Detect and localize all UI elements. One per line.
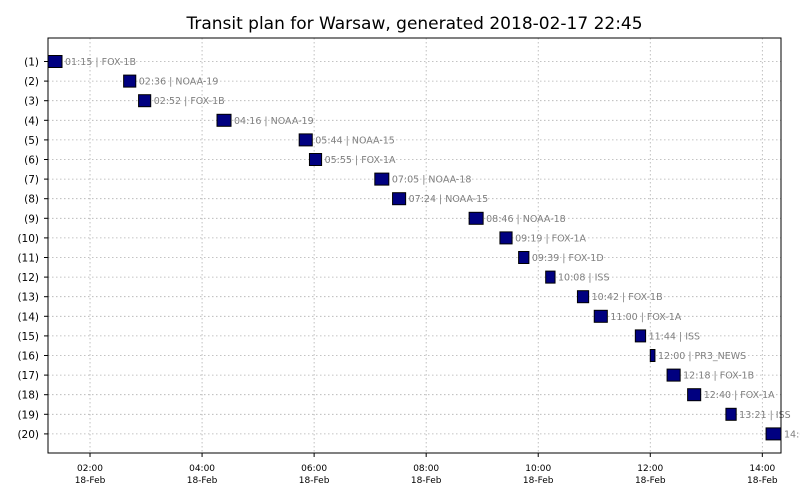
transit-label: 14:04 | NOAA-19	[784, 429, 800, 440]
transit-label: 12:18 | FOX-1B	[683, 371, 754, 382]
transit-label: 05:44 | NOAA-15	[315, 135, 395, 146]
y-tick-label: (14)	[17, 311, 39, 323]
x-tick-label: 06:00	[301, 464, 327, 474]
y-tick-label: (10)	[17, 233, 39, 245]
transit-bar	[298, 133, 313, 147]
transit-label: 08:46 | NOAA-18	[486, 214, 566, 225]
x-tick-label: 12:00	[637, 464, 663, 474]
transit-label: 10:42 | FOX-1B	[592, 292, 663, 303]
transit-label: 04:16 | NOAA-19	[234, 116, 314, 127]
y-tick-label: (7)	[24, 174, 39, 186]
transit-bar	[392, 192, 407, 206]
y-tick-label: (20)	[17, 429, 39, 441]
y-tick-label: (5)	[24, 135, 39, 147]
transit-bar	[649, 349, 656, 362]
y-tick-label: (17)	[17, 370, 39, 382]
transit-bar	[47, 55, 63, 68]
transit-bar	[468, 211, 484, 225]
transit-label: 11:44 | ISS	[649, 331, 700, 342]
transit-label: 07:24 | NOAA-15	[409, 194, 489, 205]
transit-bar	[499, 231, 513, 245]
y-axis: (1) (2) (3) (4) (5) (6) (7) (8) (9) (10) (11) (12) (…	[17, 57, 48, 441]
transit-bar	[374, 172, 390, 186]
y-tick-label: (18)	[17, 390, 39, 402]
grid	[48, 38, 781, 453]
x-tick-sublabel: 18-Feb	[411, 476, 442, 486]
transit-bar	[687, 388, 702, 402]
x-tick-sublabel: 18-Feb	[635, 476, 666, 486]
x-axis: 02:00 18-Feb 04:00 18-Feb 06:00 18-Feb 08:00 18…	[75, 453, 778, 486]
y-tick-label: (8)	[24, 194, 39, 206]
transit-label: 10:08 | ISS	[558, 273, 609, 284]
transit-bar	[634, 329, 647, 343]
transit-label: 02:36 | NOAA-19	[139, 77, 219, 88]
x-tick-label: 10:00	[525, 464, 551, 474]
y-tick-label: (2)	[24, 76, 39, 88]
x-tick-label: 04:00	[189, 464, 215, 474]
y-tick-label: (12)	[17, 272, 39, 284]
transit-label: 11:00 | FOX-1A	[610, 312, 681, 323]
y-tick-label: (16)	[17, 351, 39, 363]
y-tick-label: (3)	[24, 96, 39, 108]
transit-bar	[666, 368, 681, 382]
transit-label: 12:00 | PR3_NEWS	[658, 351, 746, 362]
transit-bar	[123, 74, 137, 88]
transit-label: 12:40 | FOX-1A	[704, 390, 775, 401]
transit-label: 09:39 | FOX-1D	[532, 253, 604, 264]
y-tick-label: (19)	[17, 409, 39, 421]
transit-bar	[216, 113, 232, 127]
transit-bar	[138, 94, 152, 108]
y-tick-label: (1)	[24, 57, 39, 69]
x-tick-sublabel: 18-Feb	[299, 476, 330, 486]
transit-bar	[725, 407, 737, 421]
transit-label: 01:15 | FOX-1B	[65, 57, 136, 68]
transit-label: 05:55 | FOX-1A	[325, 155, 396, 166]
transit-label: 13:21 | ISS	[739, 410, 790, 421]
x-tick-label: 02:00	[77, 464, 103, 474]
x-tick-sublabel: 18-Feb	[187, 476, 218, 486]
y-tick-label: (11)	[17, 253, 39, 265]
x-tick-label: 14:00	[749, 464, 775, 474]
transit-bar	[593, 309, 608, 323]
y-tick-label: (9)	[24, 213, 39, 225]
x-tick-sublabel: 18-Feb	[523, 476, 554, 486]
transit-label: 09:19 | FOX-1A	[515, 233, 586, 244]
transit-bar	[765, 427, 782, 441]
y-tick-label: (13)	[17, 292, 39, 304]
x-tick-sublabel: 18-Feb	[747, 476, 778, 486]
transit-label: 02:52 | FOX-1B	[154, 96, 225, 107]
plot-frame	[47, 37, 782, 454]
y-tick-label: (6)	[24, 155, 39, 167]
x-tick-sublabel: 18-Feb	[75, 476, 106, 486]
transit-bar	[308, 153, 323, 166]
transit-bar	[545, 270, 556, 284]
transit-bar	[518, 251, 530, 264]
chart-title: Transit plan for Warsaw, generated 2018-…	[185, 14, 642, 34]
transit-label: 07:05 | NOAA-18	[392, 175, 472, 186]
x-tick-label: 08:00	[413, 464, 439, 474]
bars	[47, 55, 782, 441]
transit-bar	[576, 290, 590, 304]
y-tick-label: (4)	[24, 115, 39, 127]
y-tick-label: (15)	[17, 331, 39, 343]
